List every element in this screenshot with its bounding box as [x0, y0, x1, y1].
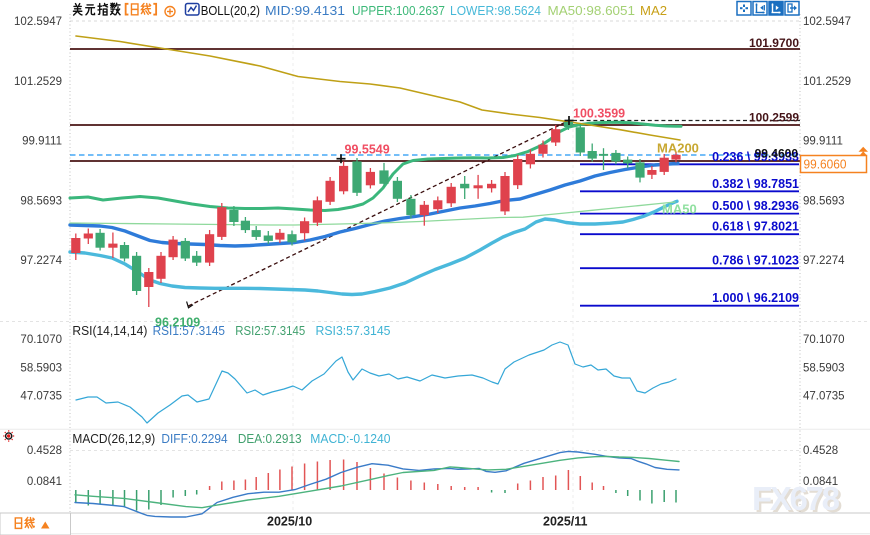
svg-text:MA50: MA50 — [662, 202, 697, 217]
svg-text:99.4600: 99.4600 — [755, 146, 799, 160]
svg-text:0.500 \ 98.2936: 0.500 \ 98.2936 — [712, 199, 799, 213]
svg-text:MID:99.4131: MID:99.4131 — [265, 4, 345, 18]
svg-text:0.4528: 0.4528 — [27, 445, 62, 457]
svg-text:MA2: MA2 — [640, 4, 667, 18]
svg-text:58.5903: 58.5903 — [803, 362, 845, 374]
svg-text:DEA:0.2913: DEA:0.2913 — [238, 432, 302, 446]
svg-text:2025/10: 2025/10 — [267, 515, 312, 529]
svg-text:101.2529: 101.2529 — [803, 76, 851, 88]
svg-text:RSI(14,14,14): RSI(14,14,14) — [72, 324, 147, 338]
svg-text:70.1070: 70.1070 — [20, 334, 62, 346]
svg-text:FX678: FX678 — [754, 482, 842, 519]
svg-text:MA50:98.6051: MA50:98.6051 — [548, 4, 636, 18]
svg-text:98.5693: 98.5693 — [803, 196, 845, 208]
svg-text:0.0841: 0.0841 — [27, 476, 62, 488]
svg-text:UPPER:100.2637: UPPER:100.2637 — [352, 4, 445, 18]
svg-text:100.3599: 100.3599 — [573, 107, 625, 121]
svg-text:0.382 \ 98.7851: 0.382 \ 98.7851 — [712, 177, 799, 191]
svg-text:47.0735: 47.0735 — [803, 391, 845, 403]
svg-text:MA200: MA200 — [657, 141, 699, 156]
svg-text:58.5903: 58.5903 — [20, 362, 62, 374]
svg-text:97.2274: 97.2274 — [20, 255, 62, 267]
svg-text:100.2599: 100.2599 — [749, 111, 799, 125]
svg-text:LOWER:98.5624: LOWER:98.5624 — [450, 4, 541, 18]
svg-text:101.9700: 101.9700 — [749, 36, 799, 50]
svg-text:RSI3:57.3145: RSI3:57.3145 — [316, 324, 391, 338]
svg-text:99.9111: 99.9111 — [22, 136, 62, 148]
svg-text:96.2109: 96.2109 — [155, 316, 200, 330]
svg-text:1.000 \ 96.2109: 1.000 \ 96.2109 — [712, 291, 799, 305]
svg-text:0.4528: 0.4528 — [803, 445, 838, 457]
svg-text:0.236 \ 99.3933: 0.236 \ 99.3933 — [712, 150, 799, 164]
svg-text:99.6060: 99.6060 — [804, 156, 847, 171]
svg-text:99.9111: 99.9111 — [803, 136, 843, 148]
svg-text:99.5549: 99.5549 — [345, 143, 390, 157]
svg-text:0.786 \ 97.1023: 0.786 \ 97.1023 — [712, 254, 799, 268]
svg-text:101.2529: 101.2529 — [14, 76, 62, 88]
svg-text:MACD:-0.1240: MACD:-0.1240 — [310, 432, 390, 446]
svg-text:0.0841: 0.0841 — [803, 476, 838, 488]
svg-text:0.618 \ 97.8021: 0.618 \ 97.8021 — [712, 220, 799, 234]
svg-text:FX678: FX678 — [752, 480, 840, 517]
svg-text:RSI2:57.3145: RSI2:57.3145 — [235, 324, 305, 338]
svg-text:70.1070: 70.1070 — [803, 334, 845, 346]
svg-text:102.5947: 102.5947 — [14, 16, 62, 28]
svg-text:102.5947: 102.5947 — [803, 16, 851, 28]
svg-text:BOLL(20,2): BOLL(20,2) — [201, 3, 260, 18]
svg-text:98.5693: 98.5693 — [20, 196, 62, 208]
svg-text:RSI1:57.3145: RSI1:57.3145 — [153, 324, 225, 338]
svg-text:DIFF:0.2294: DIFF:0.2294 — [161, 432, 227, 446]
svg-text:97.2274: 97.2274 — [803, 255, 845, 267]
svg-text:MACD(26,12,9): MACD(26,12,9) — [72, 432, 155, 446]
svg-text:2025/11: 2025/11 — [543, 515, 588, 529]
svg-text:47.0735: 47.0735 — [20, 391, 62, 403]
